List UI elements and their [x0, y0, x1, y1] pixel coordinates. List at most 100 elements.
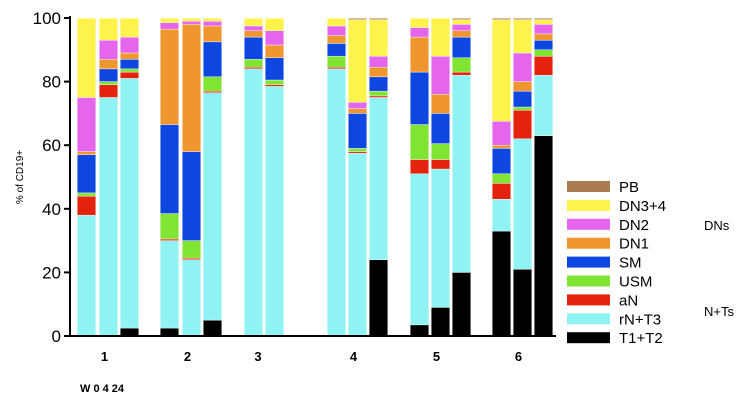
bar-segment-p2-w4-rn-t3: [181, 259, 202, 337]
y-tick-label-100: 100: [33, 9, 61, 28]
bar-segment-p1-w0-usm: [76, 192, 97, 197]
bar-segment-p5-w0-an: [409, 159, 430, 175]
legend-swatch-dn2: [567, 218, 610, 230]
legend-swatch-pb: [567, 181, 610, 192]
bar-segment-p6-w0-sm: [491, 148, 512, 175]
bar-segment-p4-w24-dn3-4: [368, 19, 389, 57]
bar-segment-p5-w4-dn3-4: [430, 17, 451, 57]
bar-segment-p5-w24-rn-t3: [451, 75, 472, 273]
bar-segment-p5-w4-usm: [430, 143, 451, 160]
group-label-6: 6: [515, 349, 522, 364]
bar-segment-p3-w4-usm: [264, 79, 285, 85]
bar-segment-p2-w24-rn-t3: [202, 92, 223, 321]
bar-segment-p1-w24-sm: [119, 59, 140, 70]
bar-segment-p2-w24-sm: [202, 41, 223, 78]
bar-segment-p5-w24-t1-t2: [451, 272, 472, 337]
legend-bracket-dns: DNs: [704, 218, 730, 233]
bar-segment-p4-w0-dn2: [326, 25, 347, 36]
bar-segment-p1-w4-rn-t3: [98, 97, 119, 337]
bar-segment-p3-w0-usm: [243, 59, 264, 68]
bar-segment-p6-w24-dn3-4: [533, 19, 554, 25]
bar-segment-p6-w4-dn1: [512, 81, 533, 92]
bar-segment-p4-w4-dn3-4: [347, 19, 368, 103]
bar-segment-p1-w4-an: [98, 84, 119, 98]
bar-segment-p3-w4-sm: [264, 57, 285, 81]
bar-segment-p4-w24-dn1: [368, 67, 389, 78]
group-label-5: 5: [433, 349, 440, 364]
bar-segment-p5-w24-usm: [451, 57, 472, 73]
bar-segment-p3-w0-dn3-4: [243, 17, 264, 27]
bar-segment-p3-w0-dn1: [243, 30, 264, 38]
bar-segment-p1-w24-an: [119, 71, 140, 79]
x-label-layer: 1 2 3 4 5 6 W 0 4 24: [80, 349, 522, 395]
bar-segment-p1-w0-dn2: [76, 97, 97, 152]
bar-segment-p5-w0-dn1: [409, 36, 430, 73]
group-label-1: 1: [101, 349, 108, 364]
legend-label-sm: SM: [619, 255, 642, 272]
legend-swatch-an: [567, 294, 610, 306]
bar-segment-p2-w0-sm: [159, 124, 180, 214]
legend-swatch-dn1: [567, 237, 610, 249]
bar-segment-p5-w24-dn2: [451, 24, 472, 31]
bar-segment-p5-w0-usm: [409, 124, 430, 160]
bar-segment-p5-w4-an: [430, 159, 451, 170]
bar-segment-p4-w24-usm: [368, 90, 389, 97]
bar-segment-p2-w24-dn2: [202, 20, 223, 27]
bar-segment-p5-w0-sm: [409, 71, 430, 125]
bar-segment-p6-w24-usm: [533, 49, 554, 57]
bar-segment-p4-w4-sm: [347, 113, 368, 149]
bar-segment-p1-w4-dn1: [98, 59, 119, 70]
legend-label-t1-t2: T1+T2: [619, 330, 663, 347]
y-tick-label-80: 80: [42, 73, 61, 92]
bar-segment-p4-w0-dn1: [326, 35, 347, 44]
bar-segment-p4-w4-rn-t3: [347, 152, 368, 337]
legend-swatch-dn3-4: [567, 199, 610, 211]
bar-segment-p6-w0-rn-t3: [491, 199, 512, 232]
bar-segment-p1-w0-an: [76, 195, 97, 216]
bar-segment-p4-w0-usm: [326, 55, 347, 68]
bar-segment-p6-w24-an: [533, 55, 554, 76]
bar-segment-p6-w24-sm: [533, 40, 554, 50]
bar-segment-p6-w4-usm: [512, 106, 533, 111]
bar-segment-p1-w24-rn-t3: [119, 78, 140, 329]
y-tick-label-40: 40: [42, 200, 61, 219]
bar-segment-p3-w0-rn-t3: [243, 68, 264, 337]
bar-segment-p1-w24-usm: [119, 68, 140, 73]
bar-segment-p5-w24-dn1: [451, 30, 472, 38]
bar-segment-p2-w4-dn3-4: [181, 17, 202, 22]
legend-label-dn1: DN1: [619, 236, 649, 253]
bar-segment-p2-w0-dn3-4: [159, 17, 180, 23]
y-axis-label: % of CD19+: [15, 150, 26, 204]
bar-segment-p2-w0-dn2: [159, 22, 180, 30]
group-label-3: 3: [254, 349, 261, 364]
bar-segment-p2-w24-an: [202, 90, 223, 93]
bar-segment-p5-w4-dn2: [430, 55, 451, 95]
legend-swatch-usm: [567, 275, 610, 287]
bar-segment-p3-w4-dn2: [264, 30, 285, 46]
legend-bracket-nts: N+Ts: [704, 304, 734, 319]
legend-swatch-rn-t3: [567, 313, 610, 325]
bar-segment-p1-w24-dn2: [119, 36, 140, 54]
bar-segment-p5-w4-sm: [430, 113, 451, 144]
group-label-2: 2: [184, 349, 191, 364]
bar-segment-p1-w24-dn3-4: [119, 17, 140, 38]
bar-segment-p6-w4-an: [512, 110, 533, 140]
bar-segment-p5-w24-sm: [451, 36, 472, 58]
bar-segment-p5-w4-t1-t2: [430, 307, 451, 337]
bar-segment-p4-w24-t1-t2: [368, 259, 389, 337]
bar-segment-p4-w24-dn2: [368, 55, 389, 68]
bar-segment-p6-w4-dn3-4: [512, 19, 533, 54]
bar-segment-p4-w4-dn1: [347, 108, 368, 114]
legend-label-an: aN: [619, 292, 638, 309]
bar-segment-p6-w0-an: [491, 183, 512, 200]
week-label: W 0 4 24: [80, 383, 125, 395]
bar-segment-p4-w4-an: [347, 151, 368, 154]
bar-segment-p2-w0-usm: [159, 213, 180, 240]
legend-swatch-sm: [567, 256, 610, 268]
bar-segment-p4-w0-an: [326, 67, 347, 70]
legend-label-pb: PB: [619, 179, 639, 196]
legend-label-dn3-4: DN3+4: [619, 198, 666, 215]
